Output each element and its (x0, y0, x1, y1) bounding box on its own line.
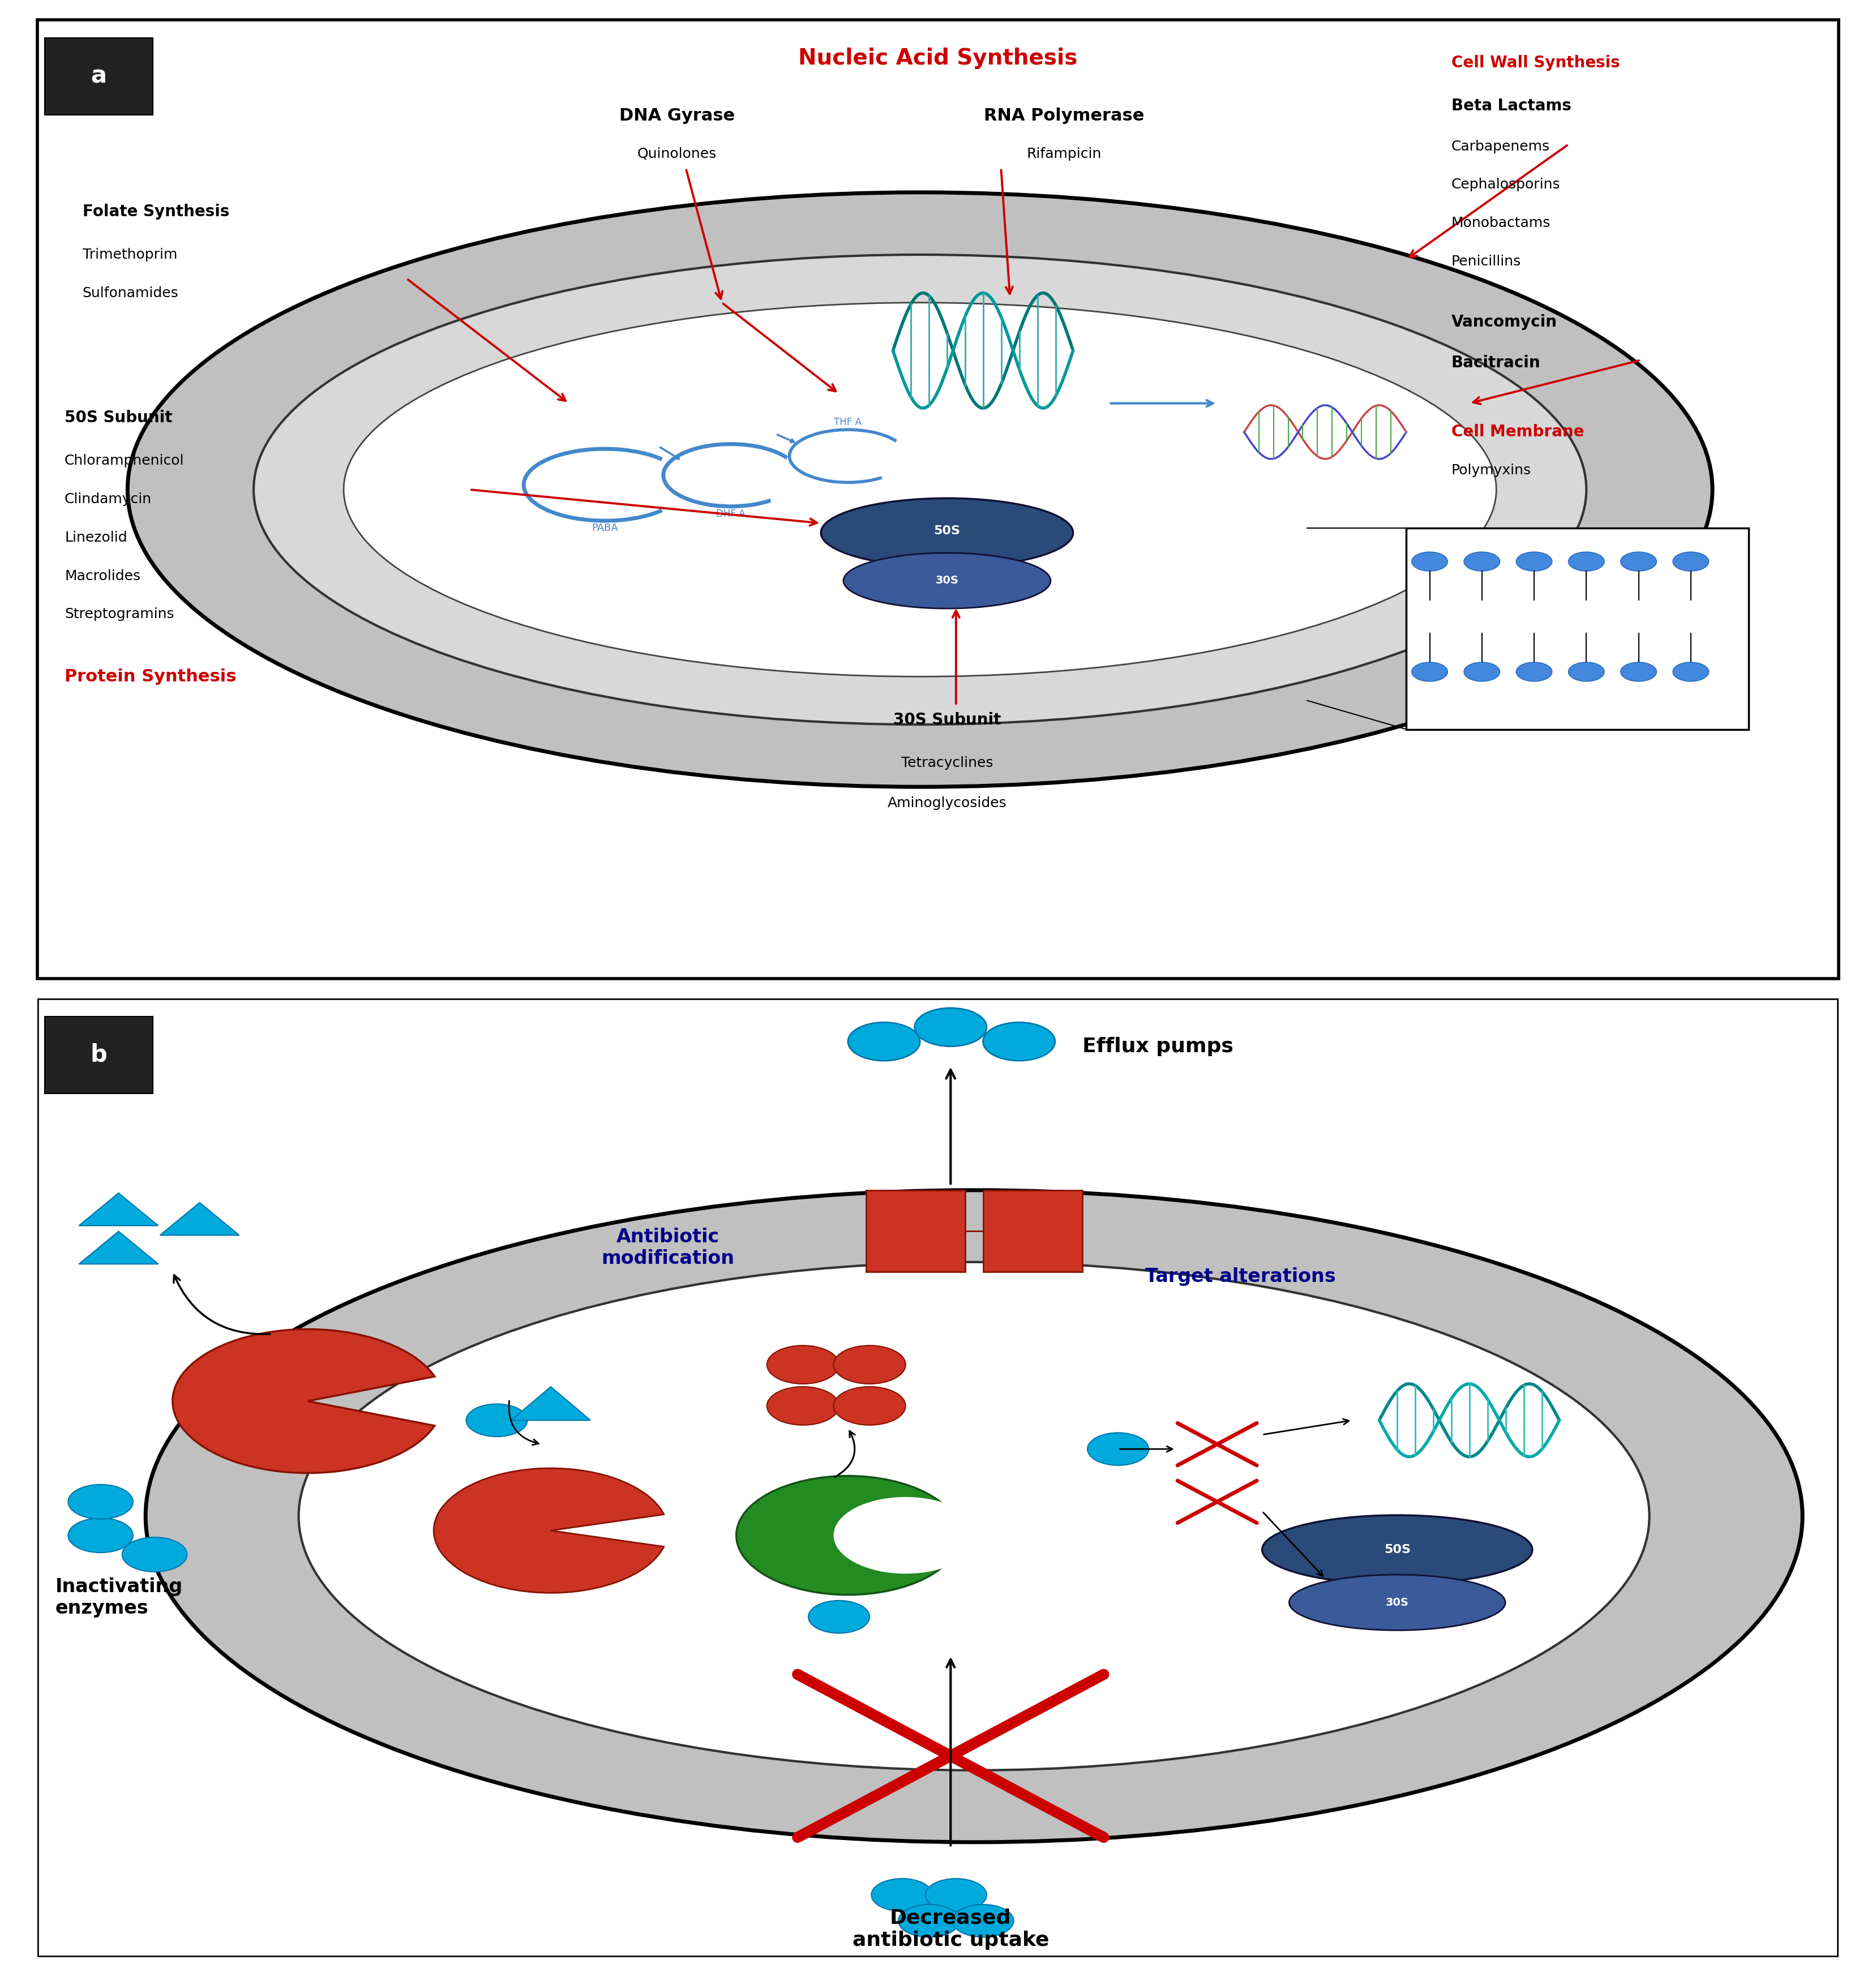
FancyBboxPatch shape (45, 1016, 152, 1093)
Text: Antibiotic
modification: Antibiotic modification (602, 1228, 734, 1267)
Circle shape (122, 1538, 188, 1572)
Circle shape (953, 1904, 1013, 1937)
Circle shape (1463, 552, 1501, 571)
Text: 50S Subunit: 50S Subunit (64, 409, 173, 425)
Text: Trimethoprim: Trimethoprim (83, 247, 178, 261)
Text: Inactivating
enzymes: Inactivating enzymes (56, 1578, 184, 1617)
Ellipse shape (1289, 1574, 1505, 1631)
Circle shape (833, 1386, 906, 1425)
Circle shape (1088, 1433, 1148, 1465)
Circle shape (767, 1386, 839, 1425)
Text: Nucleic Acid Synthesis: Nucleic Acid Synthesis (799, 47, 1077, 69)
Circle shape (465, 1404, 527, 1437)
Text: Vancomycin: Vancomycin (1452, 314, 1557, 330)
Text: Clindamycin: Clindamycin (64, 492, 152, 506)
Text: Streptogramins: Streptogramins (64, 607, 174, 621)
Text: Target alterations: Target alterations (1144, 1267, 1336, 1285)
Text: 30S: 30S (936, 575, 959, 585)
Text: Linezolid: Linezolid (64, 530, 128, 544)
Circle shape (735, 1477, 961, 1595)
Text: Cell Wall Synthesis: Cell Wall Synthesis (1452, 55, 1619, 71)
Ellipse shape (146, 1190, 1803, 1843)
Circle shape (925, 1878, 987, 1912)
Circle shape (848, 1022, 919, 1062)
Circle shape (915, 1008, 987, 1046)
Circle shape (1463, 662, 1501, 682)
Text: Efflux pumps: Efflux pumps (1082, 1036, 1233, 1056)
Polygon shape (79, 1192, 158, 1226)
Text: 30S: 30S (1386, 1597, 1409, 1607)
Polygon shape (510, 1386, 591, 1419)
Circle shape (870, 1878, 932, 1912)
Text: Cephalosporins: Cephalosporins (1452, 178, 1561, 192)
FancyBboxPatch shape (867, 1190, 964, 1271)
FancyBboxPatch shape (45, 38, 152, 115)
Circle shape (1568, 662, 1604, 682)
Text: DHF A: DHF A (717, 508, 745, 520)
Circle shape (1516, 662, 1551, 682)
Text: Folate Synthesis: Folate Synthesis (83, 204, 229, 219)
Text: Quinolones: Quinolones (638, 146, 717, 160)
Circle shape (983, 1022, 1054, 1062)
Text: Monobactams: Monobactams (1452, 215, 1551, 229)
Ellipse shape (128, 192, 1713, 787)
Ellipse shape (253, 255, 1587, 724)
Circle shape (833, 1346, 906, 1384)
Circle shape (1411, 552, 1448, 571)
Text: Sulfonamides: Sulfonamides (83, 287, 178, 301)
Text: Penicillins: Penicillins (1452, 255, 1521, 269)
Circle shape (767, 1346, 839, 1384)
Bar (1407, 528, 1748, 730)
Circle shape (899, 1904, 961, 1937)
Text: Tetracyclines: Tetracyclines (900, 755, 992, 769)
Polygon shape (159, 1202, 240, 1236)
Circle shape (1621, 552, 1657, 571)
Text: Macrolides: Macrolides (64, 569, 141, 583)
Circle shape (1621, 662, 1657, 682)
Text: Rifampicin: Rifampicin (1026, 146, 1101, 160)
Text: PABA: PABA (591, 524, 617, 534)
Circle shape (809, 1601, 870, 1633)
Text: Chloramphenicol: Chloramphenicol (64, 455, 184, 469)
Text: 50S: 50S (1384, 1544, 1411, 1556)
Text: DNA Gyrase: DNA Gyrase (619, 107, 735, 125)
Text: Aminoglycosides: Aminoglycosides (887, 797, 1007, 811)
Text: THF A: THF A (835, 417, 861, 427)
Text: 30S Subunit: 30S Subunit (893, 712, 1002, 728)
Text: 50S: 50S (934, 526, 961, 536)
Circle shape (68, 1485, 133, 1518)
Ellipse shape (298, 1261, 1649, 1769)
Circle shape (1673, 662, 1709, 682)
Circle shape (1673, 552, 1709, 571)
Text: a: a (90, 65, 107, 89)
Circle shape (1568, 552, 1604, 571)
Wedge shape (173, 1329, 435, 1473)
Text: Polymyxins: Polymyxins (1452, 465, 1531, 476)
Text: Decreased
antibiotic uptake: Decreased antibiotic uptake (852, 1908, 1049, 1949)
FancyBboxPatch shape (983, 1190, 1082, 1271)
Polygon shape (79, 1232, 158, 1263)
Ellipse shape (343, 302, 1497, 676)
Circle shape (833, 1497, 977, 1574)
Circle shape (68, 1518, 133, 1552)
Circle shape (1411, 662, 1448, 682)
Text: Beta Lactams: Beta Lactams (1452, 99, 1572, 115)
Text: Bacitracin: Bacitracin (1452, 356, 1540, 372)
Text: Cell Membrane: Cell Membrane (1452, 425, 1583, 441)
Wedge shape (433, 1469, 664, 1593)
Circle shape (1516, 552, 1551, 571)
Text: Protein Synthesis: Protein Synthesis (64, 668, 236, 684)
Text: b: b (90, 1044, 107, 1068)
Text: RNA Polymerase: RNA Polymerase (983, 107, 1144, 125)
Text: Carbapenems: Carbapenems (1452, 140, 1550, 152)
Ellipse shape (844, 554, 1051, 609)
Ellipse shape (1263, 1514, 1533, 1584)
Ellipse shape (822, 498, 1073, 567)
